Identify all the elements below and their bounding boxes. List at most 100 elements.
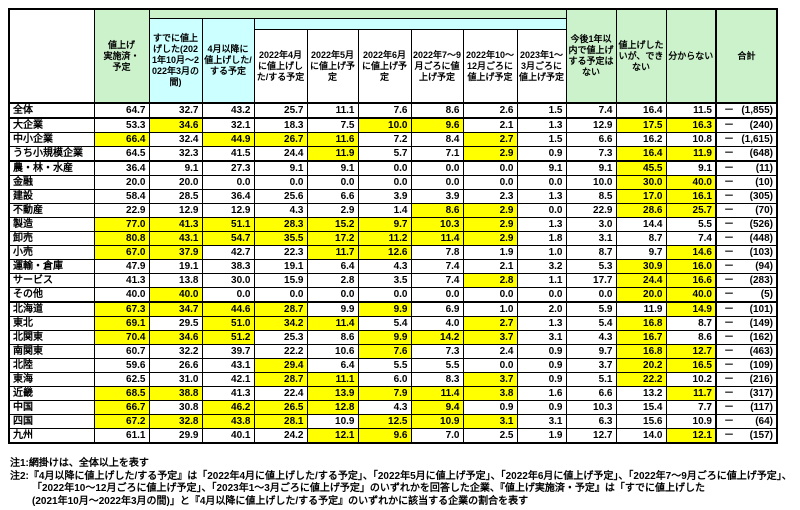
value-cell: 2.1 xyxy=(462,117,518,133)
row-label: 北陸 xyxy=(8,358,95,373)
header-group-strip-cyan xyxy=(253,18,567,30)
value-cell: 3.9 xyxy=(357,189,412,204)
value-cell: 67.3 xyxy=(93,301,150,317)
value-cell: 6.6 xyxy=(306,189,359,204)
col-header-jan-mar-2023: 2023年1～3月ごろに値上げ予定 xyxy=(516,29,567,104)
value-cell: 59.6 xyxy=(93,358,150,373)
total-count: (305) xyxy=(749,191,773,202)
value-cell: 19.1 xyxy=(148,259,203,274)
value-cell: 58.4 xyxy=(93,189,150,204)
total-cell: － (117) xyxy=(715,400,778,415)
total-cell: － (103) xyxy=(715,245,778,260)
value-cell: 7.4 xyxy=(410,273,464,288)
value-cell: 22.2 xyxy=(615,372,667,387)
value-cell: 15.9 xyxy=(253,273,308,288)
value-cell: 9.9 xyxy=(357,301,412,317)
row-label: 北関東 xyxy=(8,330,95,345)
row-label: 大企業 xyxy=(8,117,95,133)
value-cell: 5.5 xyxy=(665,217,717,232)
value-cell: 27.3 xyxy=(201,160,255,176)
value-cell: 1.0 xyxy=(462,301,518,317)
value-cell: 70.4 xyxy=(93,330,150,345)
total-dash: － xyxy=(724,289,734,300)
value-cell: 7.4 xyxy=(665,231,717,246)
value-cell: 46.2 xyxy=(201,400,255,415)
value-cell: 25.3 xyxy=(253,330,308,345)
value-cell: 0.0 xyxy=(306,287,359,303)
col-header-oct-dec-2022: 2022年10～12月ごろに値上げ予定 xyxy=(462,29,518,104)
value-cell: 16.8 xyxy=(615,344,667,359)
row-label: 不動産 xyxy=(8,203,95,218)
value-cell: 41.3 xyxy=(148,217,203,232)
value-cell: 3.2 xyxy=(516,259,567,274)
value-cell: 30.8 xyxy=(148,400,203,415)
value-cell: 25.7 xyxy=(253,102,308,119)
value-cell: 0.0 xyxy=(516,203,567,218)
value-cell: 67.0 xyxy=(93,245,150,260)
value-cell: 9.4 xyxy=(410,400,464,415)
price-increase-table: 値上げ 実施済・予定 今後1年以内で値上げする予定はない 値上げしたいが、できな… xyxy=(8,8,778,444)
value-cell: 28.3 xyxy=(253,217,308,232)
value-cell: 9.1 xyxy=(565,160,617,176)
total-dash: － xyxy=(724,304,734,315)
value-cell: 7.3 xyxy=(565,146,617,162)
value-cell: 11.7 xyxy=(306,245,359,260)
value-cell: 28.1 xyxy=(253,414,308,429)
value-cell: 2.7 xyxy=(462,316,518,331)
value-cell: 8.7 xyxy=(615,231,667,246)
value-cell: 9.6 xyxy=(357,428,412,444)
col-header-apr-2022: 2022年4月に値上げした/する予定 xyxy=(253,29,308,104)
value-cell: 9.6 xyxy=(410,117,464,133)
value-cell: 14.4 xyxy=(615,217,667,232)
value-cell: 14.6 xyxy=(665,245,717,260)
value-cell: 16.3 xyxy=(665,117,717,133)
total-count: (463) xyxy=(749,346,773,357)
value-cell: 41.3 xyxy=(93,273,150,288)
total-count: (117) xyxy=(750,402,773,413)
value-cell: 66.4 xyxy=(93,132,150,147)
value-cell: 24.4 xyxy=(615,273,667,288)
value-cell: 30.0 xyxy=(615,175,667,190)
value-cell: 8.5 xyxy=(565,189,617,204)
col-header-dont-know: 分からない xyxy=(665,8,717,104)
value-cell: 2.8 xyxy=(462,273,518,288)
table-row: 全体 64.7 32.7 43.2 25.7 11.1 7.6 8.6 2.6 1.5 7.4 16.… xyxy=(8,102,778,119)
col-header-may-2022: 2022年5月に値上げ予定 xyxy=(306,29,359,104)
value-cell: 41.3 xyxy=(201,386,255,401)
value-cell: 11.9 xyxy=(615,301,667,317)
value-cell: 17.0 xyxy=(615,189,667,204)
row-label: 近畿 xyxy=(8,386,95,401)
value-cell: 5.3 xyxy=(565,259,617,274)
value-cell: 12.9 xyxy=(148,203,203,218)
total-cell: － (64) xyxy=(715,414,778,429)
value-cell: 3.1 xyxy=(462,414,518,429)
value-cell: 28.5 xyxy=(148,189,203,204)
value-cell: 2.3 xyxy=(462,189,518,204)
value-cell: 15.2 xyxy=(306,217,359,232)
value-cell: 34.6 xyxy=(148,117,203,133)
value-cell: 40.1 xyxy=(201,428,255,444)
table-row: 建設 58.4 28.5 36.4 25.6 6.6 3.9 3.9 2.3 1.3 8.5 17.0… xyxy=(8,189,778,204)
value-cell: 28.7 xyxy=(253,301,308,317)
table-row: 小売 67.0 37.9 42.7 22.3 11.7 12.6 7.8 1.9 1.0 8.7 9.… xyxy=(8,245,778,260)
value-cell: 0.0 xyxy=(357,175,412,190)
value-cell: 13.9 xyxy=(306,386,359,401)
total-dash: － xyxy=(724,219,734,230)
row-label: 農・林・水産 xyxy=(8,160,95,176)
total-count: (109) xyxy=(749,360,773,371)
value-cell: 7.6 xyxy=(357,344,412,359)
row-label: 東海 xyxy=(8,372,95,387)
table-header: 値上げ 実施済・予定 今後1年以内で値上げする予定はない 値上げしたいが、できな… xyxy=(8,8,778,104)
total-count: (526) xyxy=(749,219,773,230)
value-cell: 0.0 xyxy=(516,287,567,303)
value-cell: 2.9 xyxy=(306,203,359,218)
value-cell: 22.2 xyxy=(253,344,308,359)
total-count: (64) xyxy=(755,416,773,427)
table-row: 九州 61.1 29.9 40.1 24.2 12.1 9.6 7.0 2.5 1.9 12.7 14… xyxy=(8,428,778,444)
col-header-implemented-planned: 値上げ 実施済・予定 xyxy=(93,8,150,104)
value-cell: 32.4 xyxy=(148,132,203,147)
total-cell: － (101) xyxy=(715,301,778,317)
table-row: その他 40.0 40.0 0.0 0.0 0.0 0.0 0.0 0.0 0.0 0.0 20.0 4… xyxy=(8,287,778,303)
value-cell: 28.6 xyxy=(615,203,667,218)
total-dash: － xyxy=(724,134,734,145)
